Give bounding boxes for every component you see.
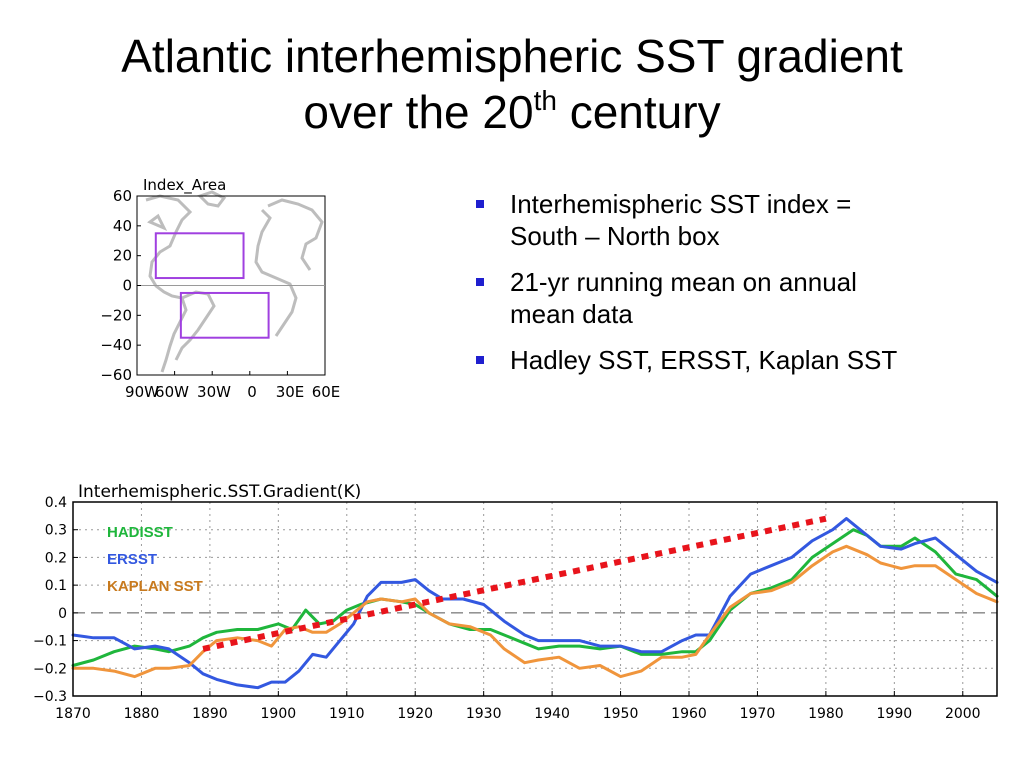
north-box bbox=[154, 232, 245, 280]
title-line-2: over the 20th century bbox=[0, 84, 1024, 140]
legend-label-hadisst: HADISST bbox=[107, 524, 173, 541]
map-y-tick-label: −60 bbox=[100, 366, 132, 384]
series-line-hadisst bbox=[71, 528, 999, 667]
x-tick-label: 1970 bbox=[740, 706, 776, 722]
x-tick-label: 1870 bbox=[55, 706, 91, 722]
south-box bbox=[179, 291, 270, 339]
x-tick-label: 1940 bbox=[534, 706, 570, 722]
bullet-text: Hadley SST, ERSST, Kaplan SST bbox=[510, 345, 898, 375]
map-x-tick-label: 60W bbox=[155, 383, 189, 401]
greenland-coast bbox=[197, 190, 227, 208]
line-chart-title: Interhemispheric.SST.Gradient(K) bbox=[78, 482, 361, 502]
island-coast bbox=[147, 213, 168, 231]
bullet-text: Interhemispheric SST index = bbox=[510, 189, 852, 219]
y-tick-label: 0.2 bbox=[45, 550, 67, 566]
europe-coast bbox=[267, 198, 324, 271]
legend-label-kaplan-sst: KAPLAN SST bbox=[107, 578, 203, 595]
y-tick-label: −0.1 bbox=[33, 634, 67, 650]
map-x-tick-label: 0 bbox=[247, 383, 257, 401]
x-tick-label: 2000 bbox=[945, 706, 981, 722]
title-line-1: Atlantic interhemispheric SST gradient bbox=[121, 30, 903, 82]
bullet-text: 21-yr running mean on annual bbox=[510, 267, 857, 297]
map-y-tick-label: 0 bbox=[122, 277, 132, 295]
y-tick-label: −0.2 bbox=[33, 661, 67, 677]
y-tick-label: −0.3 bbox=[33, 689, 67, 705]
title-superscript: th bbox=[533, 85, 557, 116]
x-tick-label: 1980 bbox=[808, 706, 844, 722]
series-line-kaplan-sst bbox=[71, 544, 999, 679]
map-x-tick-label: 30W bbox=[197, 383, 231, 401]
y-tick-label: 0.1 bbox=[45, 578, 67, 594]
title-line-2-suffix: century bbox=[556, 86, 721, 138]
legend-label-ersst: ERSST bbox=[107, 551, 157, 568]
bullet-square-icon bbox=[476, 356, 484, 364]
map-x-tick-label: 90W bbox=[125, 383, 159, 401]
x-tick-label: 1990 bbox=[877, 706, 913, 722]
continents bbox=[145, 190, 324, 373]
bullet-item: Interhemispheric SST index = South – Nort… bbox=[472, 188, 992, 252]
y-tick-label: 0 bbox=[58, 606, 67, 622]
x-tick-label: 1950 bbox=[603, 706, 639, 722]
bullet-item: 21-yr running mean on annual mean data bbox=[472, 266, 992, 330]
map-x-tick-label: 30E bbox=[276, 383, 305, 401]
bullet-item: Hadley SST, ERSST, Kaplan SST bbox=[472, 344, 992, 376]
map-y-tick-label: −40 bbox=[100, 336, 132, 354]
americas-coast bbox=[145, 194, 193, 373]
map-y-tick-label: 20 bbox=[113, 247, 132, 265]
x-tick-label: 1930 bbox=[466, 706, 502, 722]
x-tick-label: 1920 bbox=[397, 706, 433, 722]
bullet-list: Interhemispheric SST index = South – Nort… bbox=[472, 188, 992, 390]
bullet-square-icon bbox=[476, 278, 484, 286]
series-line-ersst bbox=[71, 517, 999, 690]
plot-frame bbox=[72, 501, 998, 697]
map-x-tick-label: 60E bbox=[312, 383, 341, 401]
bullet-square-icon bbox=[476, 200, 484, 208]
y-tick-label: 0.3 bbox=[45, 523, 67, 539]
bullet-text-cont: South – North box bbox=[510, 221, 720, 251]
map-y-tick-label: 40 bbox=[113, 217, 132, 235]
line-chart: Interhemispheric.SST.Gradient(K) −0.3 −0.… bbox=[33, 482, 999, 722]
x-tick-label: 1900 bbox=[261, 706, 297, 722]
y-tick-label: 0.4 bbox=[45, 495, 67, 511]
slide-title: Atlantic interhemispheric SST gradient o… bbox=[0, 28, 1024, 140]
x-tick-label: 1880 bbox=[124, 706, 160, 722]
x-tick-label: 1960 bbox=[671, 706, 707, 722]
plot-area bbox=[73, 502, 997, 696]
map-y-tick-label: −20 bbox=[100, 306, 132, 324]
x-tick-label: 1910 bbox=[329, 706, 365, 722]
x-tick-label: 1890 bbox=[192, 706, 228, 722]
africa-coast bbox=[254, 208, 298, 337]
map-title: Index_Area bbox=[143, 176, 226, 195]
map-y-tick-label: 60 bbox=[113, 187, 132, 205]
bullet-text-cont: mean data bbox=[510, 299, 633, 329]
title-line-2-prefix: over the 20 bbox=[303, 86, 534, 138]
